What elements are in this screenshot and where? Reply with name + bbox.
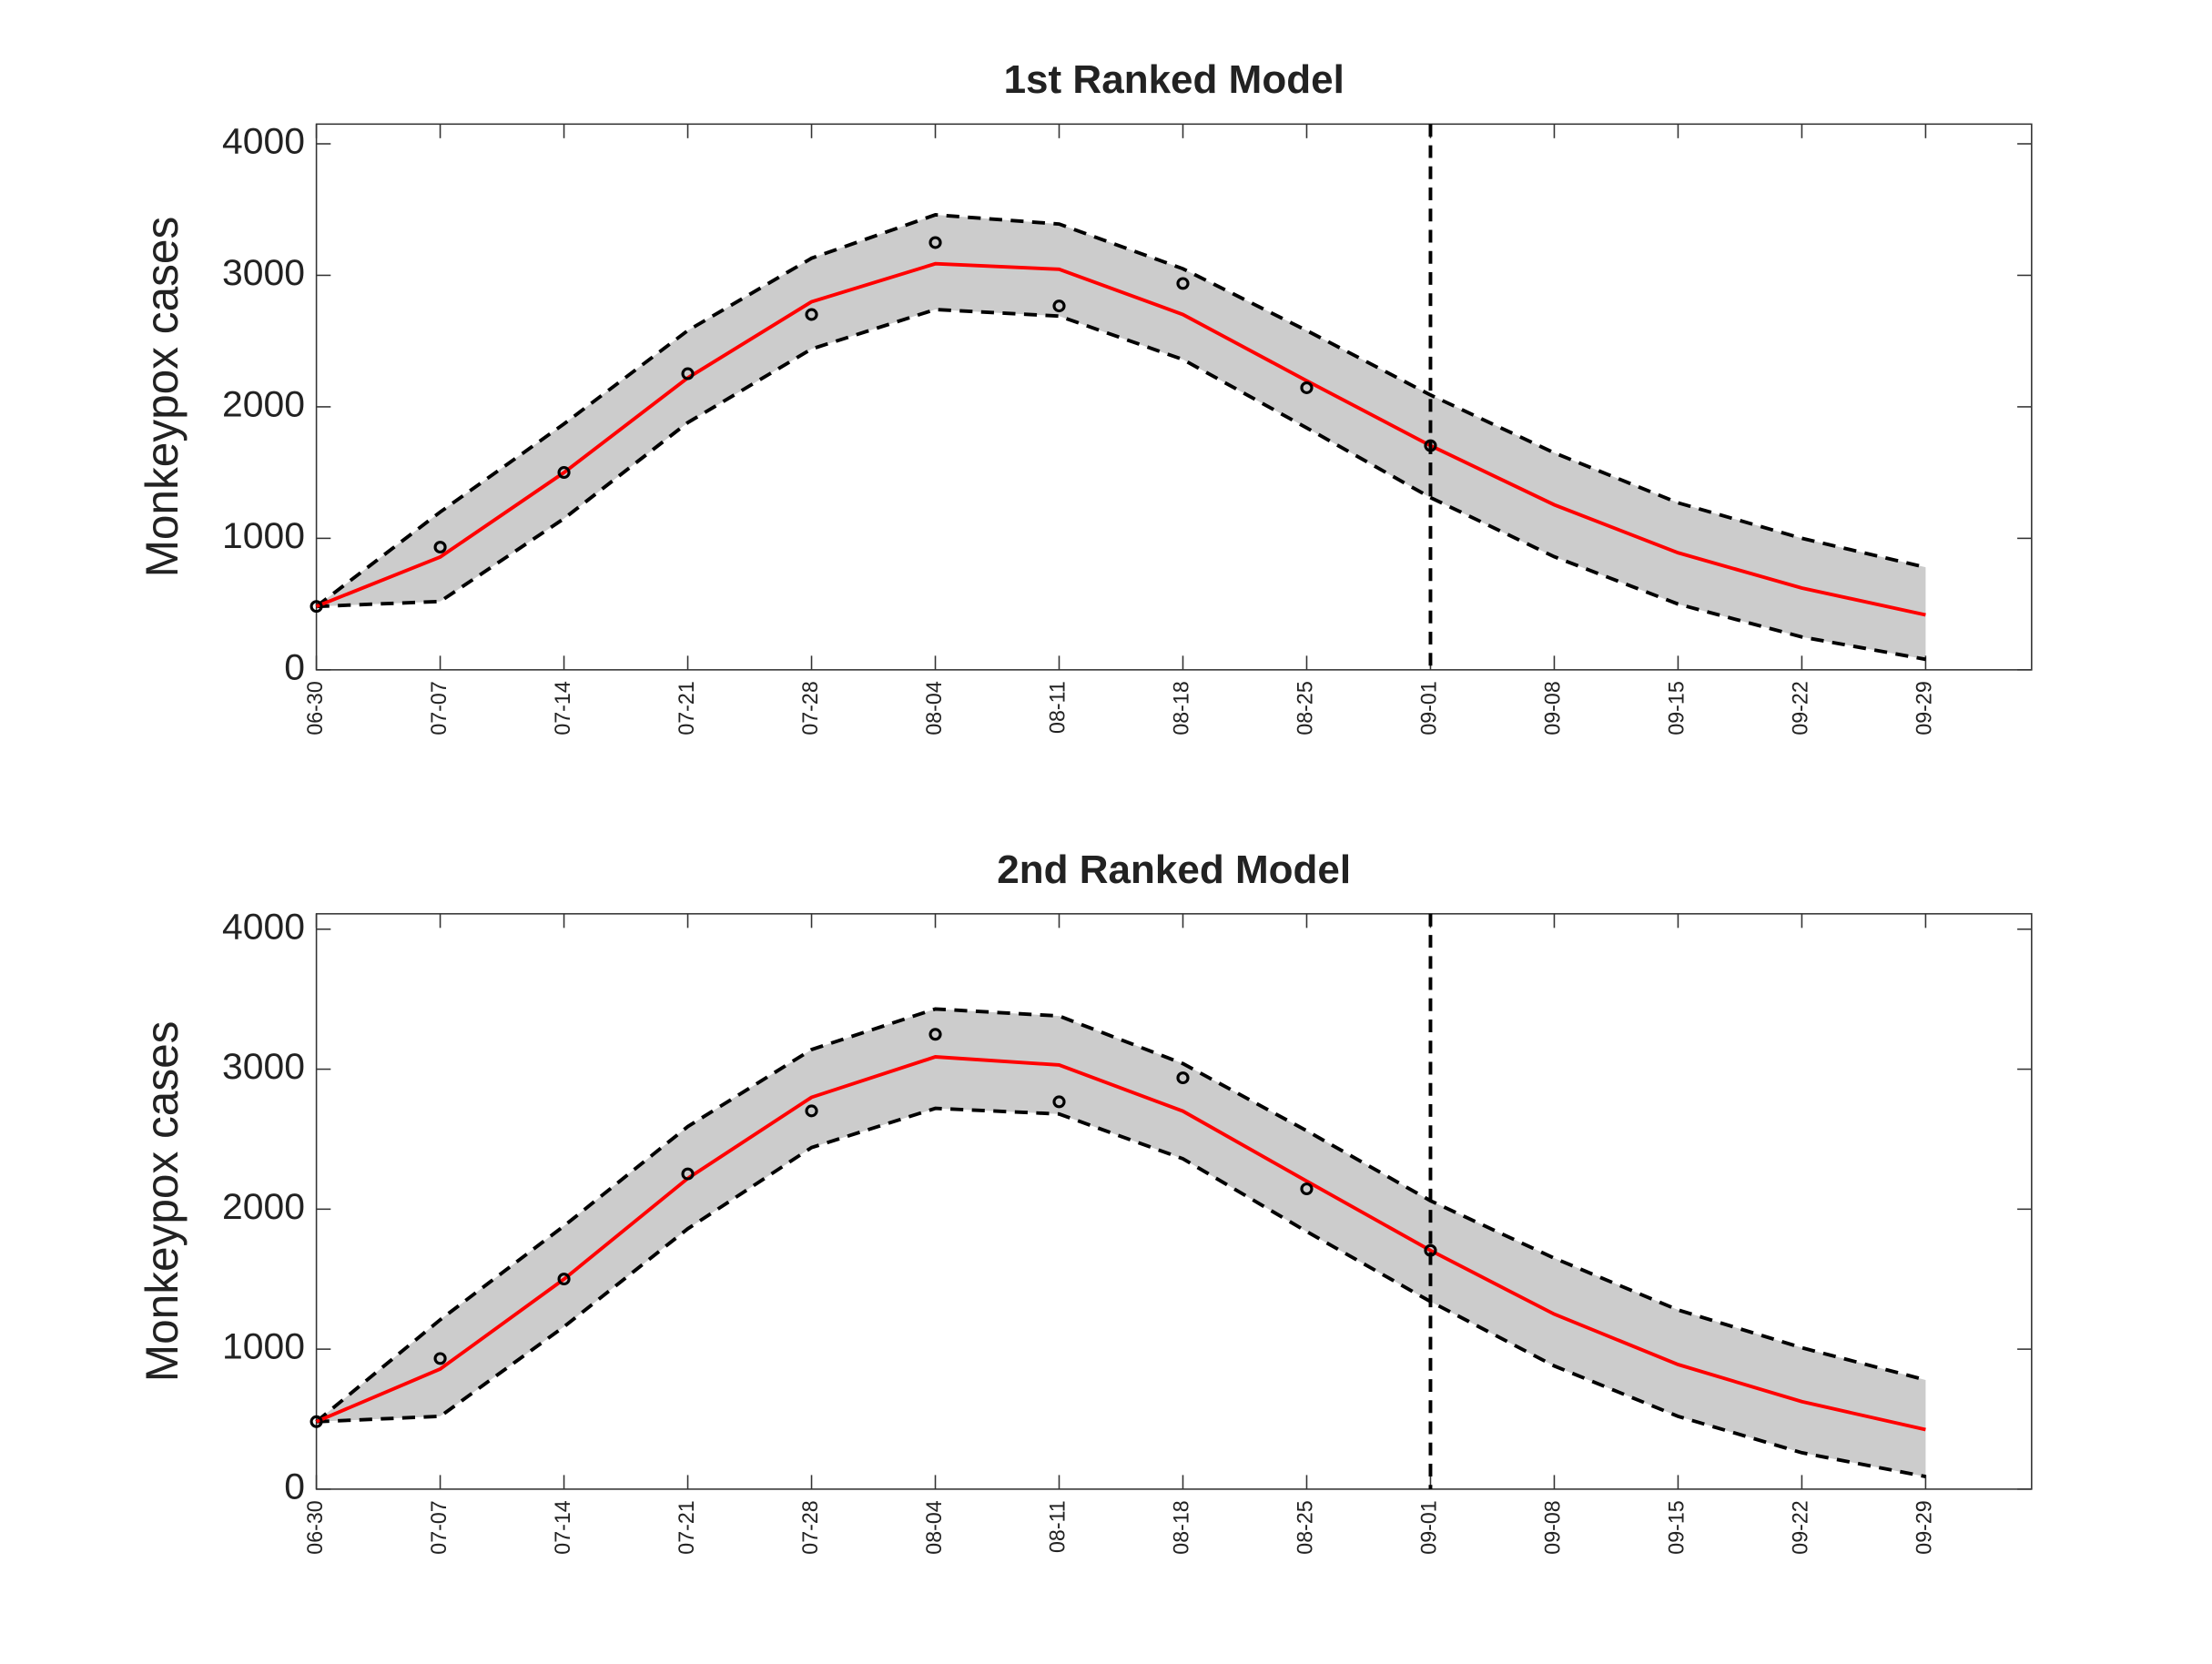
uncertainty-band (316, 1009, 1926, 1477)
x-tick-label: 09-22 (1788, 681, 1811, 735)
observed-point (1052, 1095, 1066, 1109)
x-tick-label: 07-21 (675, 1500, 698, 1554)
x-tick-label: 09-29 (1912, 681, 1935, 735)
x-tick-label: 08-04 (922, 681, 946, 735)
y-tick-label: 3000 (222, 1045, 305, 1087)
observed-point (805, 1104, 818, 1118)
observed-point (928, 1028, 942, 1041)
x-tick-label: 09-01 (1417, 681, 1441, 735)
observed-point (681, 367, 695, 380)
x-tick-label: 07-21 (675, 681, 698, 735)
y-tick-label: 2000 (222, 383, 305, 425)
upper-bound (315, 1007, 1926, 1424)
y-tick-label: 4000 (222, 906, 305, 948)
x-tick-label: 09-08 (1541, 1500, 1565, 1554)
x-tick-label: 09-15 (1665, 681, 1689, 735)
y-tick-label: 1000 (222, 1325, 305, 1367)
x-tick-label: 08-18 (1170, 1500, 1193, 1554)
chart-title: 1st Ranked Model (1004, 58, 1344, 103)
lower-bound (316, 308, 1926, 662)
observed-point (928, 236, 942, 249)
upper-bound (315, 213, 1926, 608)
observed-point (433, 541, 447, 554)
x-tick-label: 09-22 (1788, 1500, 1811, 1554)
y-tick-label: 4000 (222, 120, 305, 162)
observed-point (1176, 1071, 1190, 1085)
observed-point (1424, 1243, 1437, 1257)
x-tick-label: 09-08 (1541, 681, 1565, 735)
y-axis-label: Monkeypox cases (137, 217, 188, 578)
x-tick-label: 07-14 (551, 681, 574, 735)
observed-point (805, 308, 818, 321)
x-tick-label: 08-18 (1170, 681, 1193, 735)
y-tick-label: 1000 (222, 514, 305, 556)
x-tick-label: 08-04 (922, 1500, 946, 1554)
x-tick-label: 07-28 (798, 681, 822, 735)
lower-bound (316, 1106, 1926, 1478)
observed-point (557, 1273, 571, 1286)
x-tick-label: 07-07 (427, 1500, 451, 1554)
observed-point (1300, 1182, 1314, 1196)
x-tick-label: 06-30 (303, 681, 327, 735)
x-tick-label: 08-11 (1046, 1500, 1070, 1553)
observed-point (1424, 439, 1437, 452)
chart-title: 2nd Ranked Model (997, 847, 1351, 892)
x-tick-label: 08-25 (1294, 1500, 1317, 1554)
y-tick-label: 0 (284, 1466, 305, 1507)
fit-line (315, 261, 1926, 617)
x-tick-label: 08-11 (1046, 681, 1070, 734)
x-tick-label: 06-30 (303, 1500, 327, 1554)
plot-box (315, 123, 2033, 671)
observed-point (1052, 299, 1066, 313)
x-tick-label: 09-29 (1912, 1500, 1935, 1554)
y-axis-label: Monkeypox cases (137, 1021, 188, 1383)
observed-point (309, 600, 323, 614)
observed-point (433, 1352, 447, 1365)
fit-line (315, 1055, 1926, 1432)
observed-point (309, 1415, 323, 1428)
x-tick-label: 07-14 (551, 1500, 574, 1554)
y-tick-label: 0 (284, 646, 305, 688)
observed-point (1176, 277, 1190, 290)
x-tick-label: 09-15 (1665, 1500, 1689, 1554)
x-tick-label: 09-01 (1417, 1500, 1441, 1554)
plot-box (315, 913, 2033, 1490)
uncertainty-band (316, 215, 1926, 660)
observed-point (1300, 381, 1314, 394)
y-tick-label: 3000 (222, 251, 305, 293)
observed-point (681, 1167, 695, 1181)
x-tick-label: 07-07 (427, 681, 451, 735)
x-tick-label: 07-28 (798, 1500, 822, 1554)
y-tick-label: 2000 (222, 1185, 305, 1227)
observed-point (557, 466, 571, 479)
x-tick-label: 08-25 (1294, 681, 1317, 735)
